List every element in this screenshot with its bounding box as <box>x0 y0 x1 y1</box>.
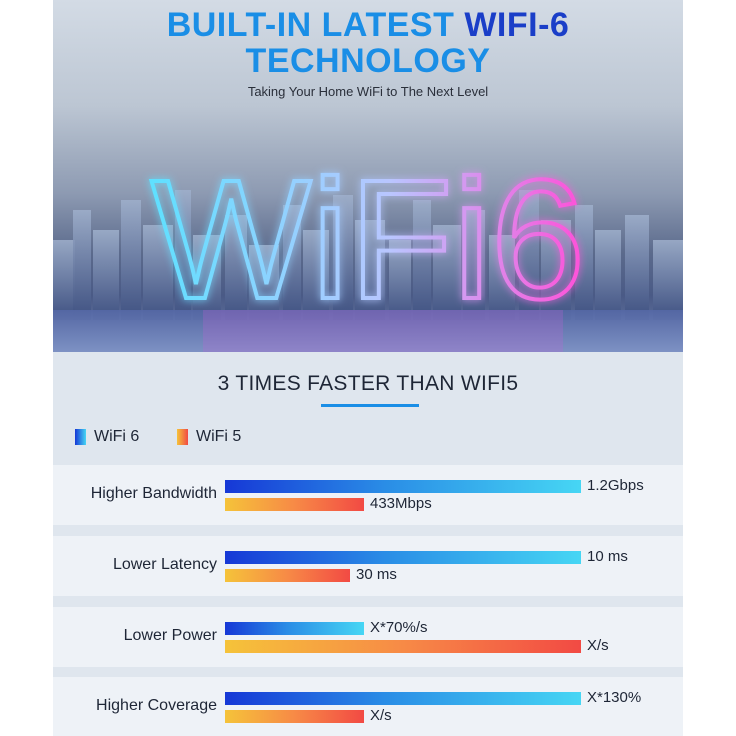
bar-wifi6-lower-latency <box>225 551 581 564</box>
value-label-wifi5-lower-power: X/s <box>587 637 609 654</box>
bar-wifi6-higher-coverage <box>225 692 581 705</box>
value-label-wifi6-higher-bandwidth: 1.2Gbps <box>587 477 644 494</box>
chart-title-underline <box>321 404 419 407</box>
product-panel: BUILT-IN LATEST WIFI-6 TECHNOLOGY Taking… <box>53 0 683 736</box>
wifi6-neon-logo: WiFi6 <box>149 143 587 328</box>
bar-wifi6-higher-bandwidth <box>225 480 581 493</box>
hero-banner: BUILT-IN LATEST WIFI-6 TECHNOLOGY Taking… <box>53 0 683 352</box>
hero-title-technology: TECHNOLOGY <box>245 42 491 80</box>
value-label-wifi6-higher-coverage: X*130% <box>587 689 642 706</box>
row-label-higher-coverage: Higher Coverage <box>96 697 217 714</box>
row-background-lower-power <box>53 607 683 667</box>
hero-title-part-a: BUILT-IN LATEST <box>166 6 455 44</box>
row-label-lower-power: Lower Power <box>123 627 217 644</box>
legend-label-wifi6: WiFi 6 <box>94 428 140 445</box>
legend-item-wifi6: WiFi 6 <box>75 428 139 446</box>
value-label-wifi5-lower-latency: 30 ms <box>356 566 397 583</box>
wifi6-logo-text: WiFi6 <box>151 145 585 328</box>
value-label-wifi6-lower-power: X*70%/s <box>370 619 428 636</box>
row-background-higher-coverage <box>53 677 683 736</box>
hero-title-line1: BUILT-IN LATEST WIFI-6 <box>53 6 683 44</box>
value-label-wifi5-higher-bandwidth: 433Mbps <box>370 495 432 512</box>
legend-label-wifi5: WiFi 5 <box>196 428 242 445</box>
city-skyline-illustration <box>53 190 683 352</box>
chart-title: 3 TIMES FASTER THAN WIFI5 <box>217 372 519 395</box>
bar-wifi5-lower-latency <box>225 569 350 582</box>
hero-title-part-b: WIFI-6 <box>464 6 570 44</box>
value-label-wifi6-lower-latency: 10 ms <box>587 548 628 565</box>
row-label-higher-bandwidth: Higher Bandwidth <box>90 485 217 502</box>
bar-wifi6-lower-power <box>225 622 364 635</box>
row-background-higher-bandwidth <box>53 465 683 525</box>
legend-swatch-wifi6 <box>75 429 86 445</box>
hero-title-line2: TECHNOLOGY <box>53 42 683 80</box>
legend-item-wifi5: WiFi 5 <box>177 428 241 446</box>
row-background-lower-latency <box>53 536 683 596</box>
row-label-lower-latency: Lower Latency <box>112 556 217 573</box>
bar-wifi5-higher-bandwidth <box>225 498 364 511</box>
hero-subtitle: Taking Your Home WiFi to The Next Level <box>247 84 489 99</box>
value-label-wifi5-higher-coverage: X/s <box>370 707 392 724</box>
bar-wifi5-lower-power <box>225 640 581 653</box>
bar-wifi5-higher-coverage <box>225 710 364 723</box>
legend-swatch-wifi5 <box>177 429 188 445</box>
